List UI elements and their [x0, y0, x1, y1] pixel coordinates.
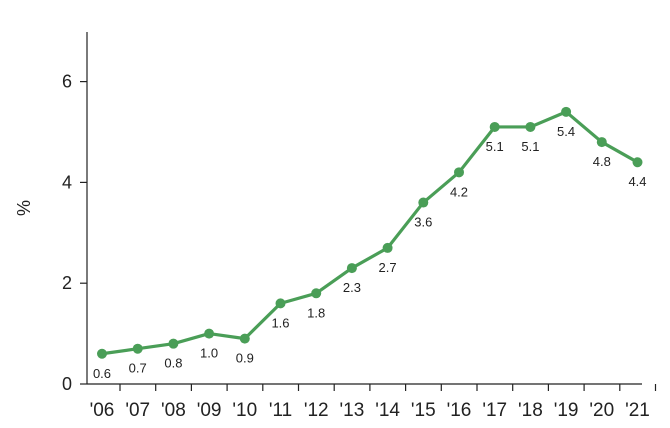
data-label: 5.1 [521, 139, 539, 154]
x-tick-label: '11 [269, 400, 292, 421]
data-point [561, 106, 572, 117]
data-point [311, 288, 322, 299]
data-point [632, 157, 643, 168]
data-labels: 0.6 0.7 0.8 1.0 0.9 1.6 1.8 2.3 2.7 3.6 4.2 5.1 5.1 5… [93, 124, 647, 381]
data-label: 2.3 [343, 280, 361, 295]
data-label: 1.8 [307, 305, 325, 320]
data-point [418, 197, 429, 208]
data-point [346, 263, 357, 274]
x-tick-label: '18 [518, 400, 543, 421]
data-label: 4.8 [593, 154, 611, 169]
x-tick-label: '09 [197, 400, 222, 421]
data-point [275, 298, 286, 309]
x-tick-label: '19 [554, 400, 579, 421]
x-tick-label: '06 [90, 400, 115, 421]
data-label: 3.6 [414, 215, 432, 230]
x-tick-label: '17 [482, 400, 507, 421]
x-tick-label: '15 [411, 400, 436, 421]
x-tick-label: '08 [161, 400, 186, 421]
data-point [596, 137, 607, 148]
data-point [168, 338, 179, 349]
data-label: 5.4 [557, 124, 575, 139]
data-point [454, 167, 464, 178]
data-point [489, 121, 500, 132]
data-label: 0.6 [93, 366, 111, 381]
x-tick-label: '20 [589, 400, 614, 421]
series-line [100, 110, 640, 356]
x-tick-label: '10 [232, 400, 257, 421]
x-tick-label: '12 [304, 400, 329, 421]
y-tick-label: 2 [62, 273, 72, 293]
x-ticks: '06 '07 '08 '09 '10 '11 '12 '13 '14 '15 '16 '17 '18 '… [90, 384, 657, 421]
x-tick-label: '13 [340, 400, 365, 421]
data-label: 2.7 [379, 260, 397, 275]
y-tick-label: 6 [62, 72, 72, 92]
data-label: 4.4 [628, 174, 646, 189]
y-tick-label: 4 [62, 172, 72, 192]
data-point [204, 328, 215, 339]
data-label: 0.8 [164, 356, 182, 371]
x-tick-label: '21 [625, 400, 650, 421]
data-label: 1.0 [200, 346, 218, 361]
data-label: 5.1 [486, 139, 504, 154]
y-ticks: 0 2 4 6 [62, 72, 87, 394]
data-label: 0.7 [129, 361, 147, 376]
data-label: 1.6 [271, 315, 289, 330]
data-points [97, 106, 643, 359]
y-tick-label: 0 [62, 374, 72, 394]
x-tick-label: '07 [125, 400, 150, 421]
x-tick-label: '14 [375, 400, 400, 421]
data-point [525, 121, 536, 132]
y-axis-label: % [14, 200, 34, 216]
data-label: 4.2 [450, 184, 468, 199]
data-point [132, 343, 143, 354]
x-tick-label: '16 [447, 400, 472, 421]
data-point [239, 333, 250, 344]
data-point [97, 348, 107, 359]
data-point [382, 242, 393, 253]
data-label: 0.9 [236, 351, 254, 366]
